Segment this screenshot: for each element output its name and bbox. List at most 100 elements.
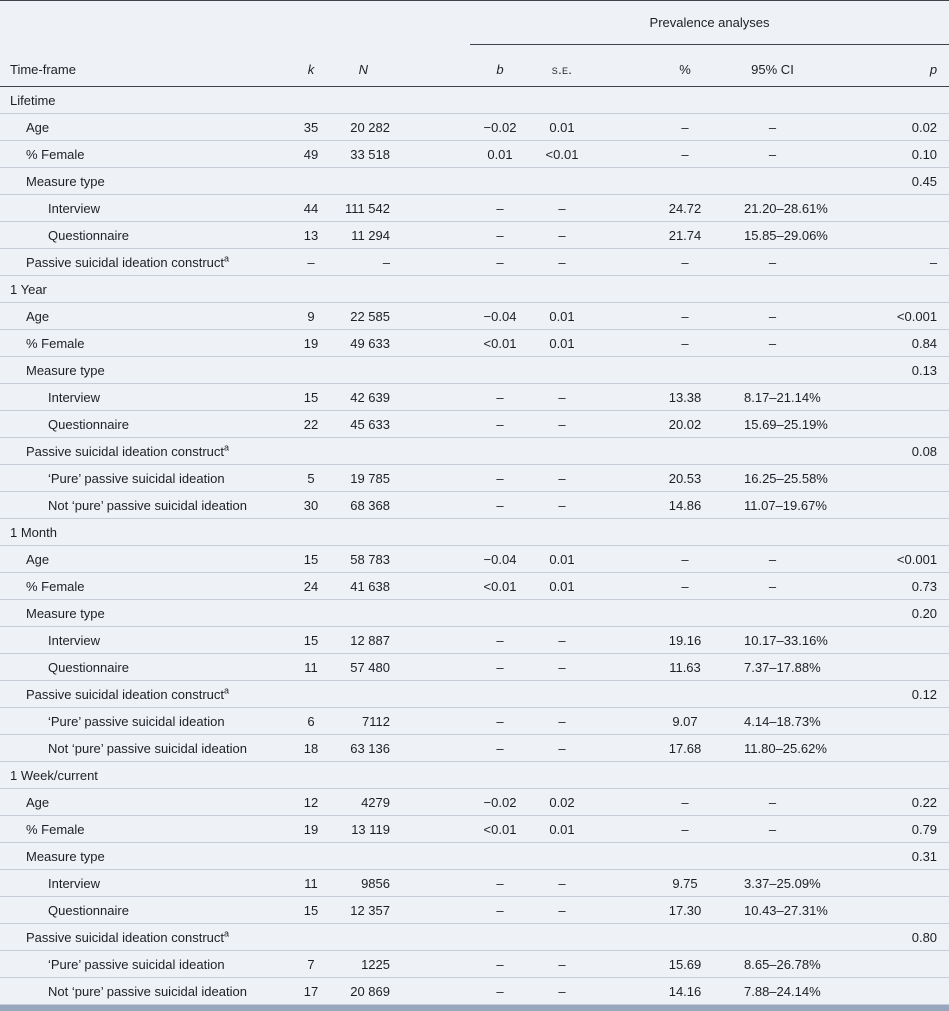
cell-p	[859, 518, 949, 546]
cell-se	[530, 842, 594, 870]
cell-ci: –	[744, 248, 859, 276]
cell-N: 111 542	[342, 194, 470, 222]
cell-ci: 11.80–25.62%	[744, 734, 859, 762]
section-row: 1 Year	[0, 275, 949, 303]
cell-k	[280, 275, 342, 303]
cell-N: 49 633	[342, 329, 470, 357]
cell-se	[530, 356, 594, 384]
cell-pct: 11.63	[594, 653, 744, 681]
cell-N	[342, 518, 470, 546]
cell-se	[530, 437, 594, 465]
cell-se: –	[530, 194, 594, 222]
cell-pct	[594, 599, 744, 627]
cell-k	[280, 599, 342, 627]
cell-N: 63 136	[342, 734, 470, 762]
cell-N	[342, 599, 470, 627]
cell-p: 0.84	[859, 329, 949, 357]
cell-p	[859, 869, 949, 897]
cell-k	[280, 518, 342, 546]
cell-pct: 9.75	[594, 869, 744, 897]
cell-ci: 3.37–25.09%	[744, 869, 859, 897]
table-row: Interview 11 9856– –9.75 3.37–25.09%	[0, 869, 949, 897]
cell-k: 22	[280, 410, 342, 438]
cell-se: –	[530, 896, 594, 924]
table-row: Questionnaire 13 11 294– –21.74 15.85–29.06%	[0, 221, 949, 249]
cell-se: –	[530, 410, 594, 438]
cell-b	[470, 842, 530, 870]
row-label: Interview	[0, 626, 280, 654]
cell-N: 22 585	[342, 302, 470, 330]
cell-se: –	[530, 464, 594, 492]
cell-k: 7	[280, 950, 342, 978]
cell-k: 19	[280, 329, 342, 357]
cell-p	[859, 896, 949, 924]
column-header-row: Time-frame k N b s.e. % 95% CI p	[0, 44, 949, 87]
table-row: Interview 15 12 887– –19.16 10.17–33.16%	[0, 626, 949, 654]
row-label: Passive suicidal ideation constructa	[0, 437, 280, 465]
cell-N	[342, 275, 470, 303]
cell-k: –	[280, 248, 342, 276]
cell-ci	[744, 761, 859, 789]
cell-k: 35	[280, 113, 342, 141]
table-row: Measure type 0.31	[0, 842, 949, 870]
cell-N: 68 368	[342, 491, 470, 519]
row-label: Measure type	[0, 599, 280, 627]
row-label: Interview	[0, 869, 280, 897]
cell-se: –	[530, 221, 594, 249]
cell-N: 12 887	[342, 626, 470, 654]
cell-ci: 7.88–24.14%	[744, 977, 859, 1005]
cell-b	[470, 356, 530, 384]
cell-se	[530, 599, 594, 627]
cell-k: 13	[280, 221, 342, 249]
table-row: % Female 19 13 119 <0.01 0.01– –0.79	[0, 815, 949, 843]
table-row: Passive suicidal ideation constructa 0.08	[0, 437, 949, 465]
cell-pct	[594, 518, 744, 546]
cell-ci	[744, 437, 859, 465]
table-row: Questionnaire 22 45 633– –20.02 15.69–25.19%	[0, 410, 949, 438]
cell-k	[280, 167, 342, 195]
table-row: Questionnaire 11 57 480– –11.63 7.37–17.88%	[0, 653, 949, 681]
cell-N	[342, 923, 470, 951]
cell-k	[280, 923, 342, 951]
cell-N: 20 869	[342, 977, 470, 1005]
cell-pct: –	[594, 302, 744, 330]
cell-pct	[594, 680, 744, 708]
cell-ci: –	[744, 788, 859, 816]
cell-k: 5	[280, 464, 342, 492]
table-row: Passive suicidal ideation constructa – – – –…	[0, 248, 949, 276]
cell-p	[859, 491, 949, 519]
footnote-marker: a	[224, 442, 230, 453]
cell-p	[859, 977, 949, 1005]
cell-p	[859, 464, 949, 492]
cell-N	[342, 167, 470, 195]
cell-pct	[594, 167, 744, 195]
cell-ci	[744, 599, 859, 627]
table-row: % Female 19 49 633 <0.01 0.01– –0.84	[0, 329, 949, 357]
row-label: Questionnaire	[0, 410, 280, 438]
cell-ci: –	[744, 572, 859, 600]
cell-k: 19	[280, 815, 342, 843]
cell-pct	[594, 761, 744, 789]
cell-pct	[594, 923, 744, 951]
cell-pct: –	[594, 140, 744, 168]
cell-N: 42 639	[342, 383, 470, 411]
cell-ci: 16.25–25.58%	[744, 464, 859, 492]
cell-pct: 17.68	[594, 734, 744, 762]
table-body: Lifetime Age 35 20 282 −0.02 0.01– –0.02% Fema…	[0, 86, 949, 1005]
cell-ci	[744, 518, 859, 546]
footnote-marker: a	[224, 253, 230, 264]
table-row: ‘Pure’ passive suicidal ideation 6 7112– –9…	[0, 707, 949, 735]
row-label: Passive suicidal ideation constructa	[0, 923, 280, 951]
cell-k: 6	[280, 707, 342, 735]
cell-pct	[594, 275, 744, 303]
cell-b: –	[470, 869, 530, 897]
cell-N	[342, 86, 470, 114]
cell-pct	[594, 842, 744, 870]
cell-k	[280, 86, 342, 114]
cell-pct: 13.38	[594, 383, 744, 411]
table-row: % Female 49 33 518 0.01 <0.01– –0.10	[0, 140, 949, 168]
table-row: Interview 44 111 542– –24.72 21.20–28.61%	[0, 194, 949, 222]
cell-p	[859, 626, 949, 654]
table-row: Age 35 20 282 −0.02 0.01– –0.02	[0, 113, 949, 141]
row-label: Age	[0, 302, 280, 330]
